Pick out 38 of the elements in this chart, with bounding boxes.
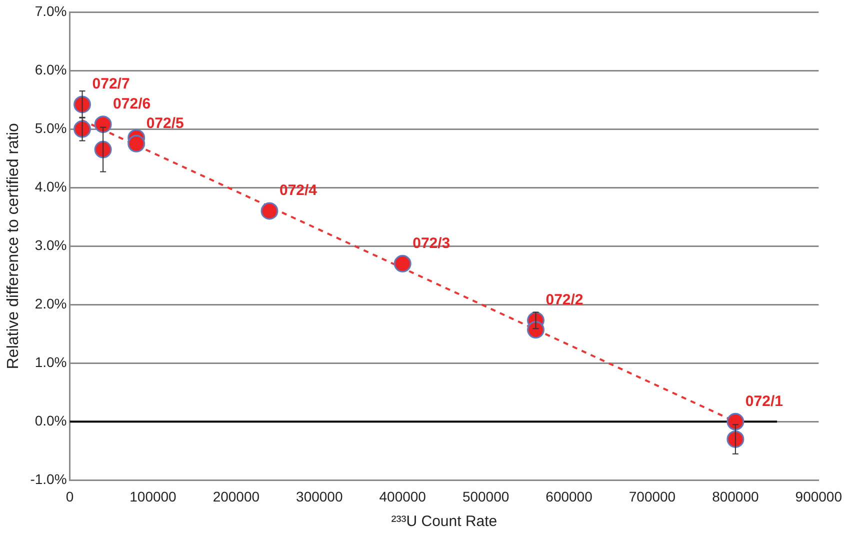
y-tick-label: 7.0% <box>34 2 67 19</box>
annotation: 072/1 <box>745 392 783 410</box>
x-tick-label: 200000 <box>212 488 260 504</box>
x-tick-label: 800000 <box>712 488 760 504</box>
y-axis-title: Relative difference to certified ratio <box>5 122 22 370</box>
point <box>74 96 92 114</box>
y-tick-label: 2.0% <box>34 295 67 312</box>
x-axis-title: ²³³U Count Rate <box>391 513 498 530</box>
x-tick-label: 0 <box>66 488 74 504</box>
x-tick-label: 900000 <box>795 488 842 504</box>
x-tick-label: 600000 <box>546 488 593 504</box>
point <box>128 134 146 152</box>
annotation: 072/7 <box>92 76 130 93</box>
x-tick-label: 100000 <box>130 488 177 504</box>
x-tick-label: 300000 <box>296 488 343 504</box>
point <box>94 140 112 158</box>
point <box>74 120 92 138</box>
point <box>394 254 412 272</box>
annotation: 072/5 <box>146 114 184 132</box>
y-tick-label: 4.0% <box>34 178 67 194</box>
annotation: 072/6 <box>113 96 151 113</box>
y-tick-label: 6.0% <box>34 61 67 78</box>
y-tick-label: 0.0% <box>34 412 67 429</box>
point <box>726 430 744 448</box>
point <box>726 412 744 430</box>
y-tick-label: 1.0% <box>34 354 67 370</box>
point <box>526 321 544 339</box>
annotation: 072/4 <box>279 182 318 200</box>
y-tick-label: 3.0% <box>34 236 67 253</box>
annotation: 072/2 <box>546 292 584 309</box>
y-tick-label: 5.0% <box>34 120 67 136</box>
x-tick-label: 500000 <box>462 488 510 504</box>
point <box>260 202 278 220</box>
x-tick-label: 400000 <box>379 488 426 504</box>
annotation: 072/3 <box>412 234 450 252</box>
point <box>94 116 112 134</box>
x-tick-label: 700000 <box>628 488 676 504</box>
y-tick-label: -1.0% <box>30 471 67 488</box>
